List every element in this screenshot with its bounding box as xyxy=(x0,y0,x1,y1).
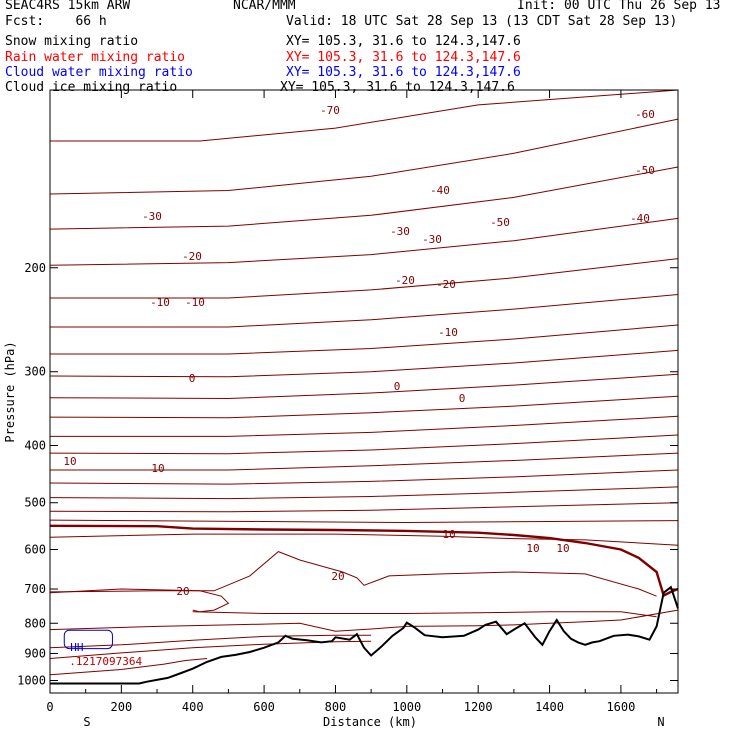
contour-line xyxy=(49,588,230,613)
contour-line xyxy=(50,452,679,471)
contour-line xyxy=(49,217,679,266)
contour-line xyxy=(49,373,679,400)
x-tick-label: 1600 xyxy=(606,700,635,714)
contour-label: -20 xyxy=(436,278,456,291)
valid-time: Valid: 18 UTC Sat 28 Sep 13 (13 CDT Sat … xyxy=(286,14,678,29)
y-tick-label: 300 xyxy=(24,365,46,379)
contour-line xyxy=(49,118,679,195)
cloud-max-marker: HH xyxy=(70,641,83,654)
x-tick-label: 600 xyxy=(253,700,275,714)
contour-label: 10 xyxy=(442,528,455,541)
contour-label: -20 xyxy=(395,274,415,287)
contour-label: -10 xyxy=(150,296,170,309)
contour-line xyxy=(49,502,679,513)
north-end-label: N xyxy=(657,715,664,729)
terrain-line xyxy=(50,585,679,685)
contour-line xyxy=(49,609,679,632)
contour-label: 0 xyxy=(394,380,401,393)
init-time: Init: 00 UTC Thu 26 Sep 13 xyxy=(517,0,721,13)
contour-line xyxy=(49,533,679,546)
contour-line xyxy=(49,519,679,524)
x-tick-label: 400 xyxy=(182,700,204,714)
contour-label: 20 xyxy=(176,585,189,598)
contour-label: 20 xyxy=(331,570,344,583)
south-end-label: S xyxy=(83,715,90,729)
contour-line xyxy=(49,524,679,598)
contour-label: -70 xyxy=(320,104,340,117)
y-tick-label: 900 xyxy=(24,646,46,660)
contour-line xyxy=(49,395,679,419)
contour-line xyxy=(49,634,372,649)
field-snow-xy: XY= 105.3, 31.6 to 124.3,147.6 xyxy=(286,34,521,49)
plot-frame xyxy=(49,89,679,694)
x-tick-label: 1000 xyxy=(392,700,421,714)
y-tick-label: 800 xyxy=(24,616,46,630)
contour-label: -20 xyxy=(182,250,202,263)
contour-label: 10 xyxy=(63,455,76,468)
field-rain-xy: XY= 105.3, 31.6 to 124.3,147.6 xyxy=(286,50,521,65)
cloud-max-value: .1217097364 xyxy=(69,655,142,668)
y-tick-label: 700 xyxy=(24,582,46,596)
field-ice-name: Cloud ice mixing ratio xyxy=(5,80,178,95)
contour-line xyxy=(50,89,679,142)
x-tick-label: 800 xyxy=(325,700,347,714)
x-tick-label: 1200 xyxy=(464,700,493,714)
cloud-water-region xyxy=(63,629,113,650)
terrain-layer xyxy=(50,585,679,685)
y-tick-label: 400 xyxy=(24,439,46,453)
field-cloudwater-xy: XY= 105.3, 31.6 to 124.3,147.6 xyxy=(286,65,521,80)
contour-label: -40 xyxy=(430,184,450,197)
contour-label: 0 xyxy=(459,392,466,405)
contour-line xyxy=(49,486,679,500)
x-tick-label: 1400 xyxy=(535,700,564,714)
y-tick-label: 1000 xyxy=(17,673,46,687)
model-title: SEAC4RS 15km ARW xyxy=(5,0,131,13)
contour-label: -50 xyxy=(635,164,655,177)
contour-label: -10 xyxy=(185,296,205,309)
contour-label: -30 xyxy=(422,233,442,246)
contour-line xyxy=(49,166,679,230)
contour-line xyxy=(49,658,208,676)
contour-line xyxy=(49,551,657,597)
contour-label: -60 xyxy=(635,108,655,121)
cloud-region: HH.1217097364 xyxy=(63,629,142,668)
contour-line xyxy=(50,294,679,328)
contour-label: -30 xyxy=(142,210,162,223)
contour-line xyxy=(49,640,372,659)
y-axis-label: Pressure (hPa) xyxy=(3,341,17,442)
contour-label: 10 xyxy=(151,462,164,475)
contour-label-layer: -70 -60 -50 -50 -40 -40 -30 -30 -30 -20 -20 -20 -10 -… xyxy=(63,104,655,598)
x-axis-label: Distance (km) xyxy=(323,715,417,729)
org-label: NCAR/MMM xyxy=(233,0,296,13)
axis-layer: 0 200 400 600 800 1000 1200 1400 160020030040050… xyxy=(3,90,678,729)
contour-line xyxy=(49,349,679,378)
x-tick-label: 200 xyxy=(111,700,133,714)
contour-line xyxy=(192,611,657,618)
forecast-hour: Fcst: 66 h xyxy=(5,14,107,29)
contour-label: -50 xyxy=(490,216,510,229)
field-rain-name: Rain water mixing ratio xyxy=(5,50,186,65)
y-tick-label: 200 xyxy=(24,261,46,275)
contour-line xyxy=(50,415,679,437)
contour-layer xyxy=(49,89,679,676)
contour-label: 0 xyxy=(189,372,196,385)
contour-label: 10 xyxy=(556,542,569,555)
contour-label: -40 xyxy=(630,212,650,225)
contour-line xyxy=(50,324,679,355)
contour-label: 10 xyxy=(526,542,539,555)
field-ice-xy: XY= 105.3, 31.6 to 124.3,147.6 xyxy=(280,80,515,95)
contour-line xyxy=(50,258,679,299)
y-tick-label: 600 xyxy=(24,542,46,556)
field-cloudwater-name: Cloud water mixing ratio xyxy=(5,65,193,80)
contour-label: -10 xyxy=(438,326,458,339)
x-tick-label: 0 xyxy=(46,700,53,714)
contour-label: -30 xyxy=(390,225,410,238)
contour-line xyxy=(49,469,679,485)
y-tick-label: 500 xyxy=(24,496,46,510)
contour-line xyxy=(49,434,679,455)
field-snow-name: Snow mixing ratio xyxy=(5,34,139,49)
